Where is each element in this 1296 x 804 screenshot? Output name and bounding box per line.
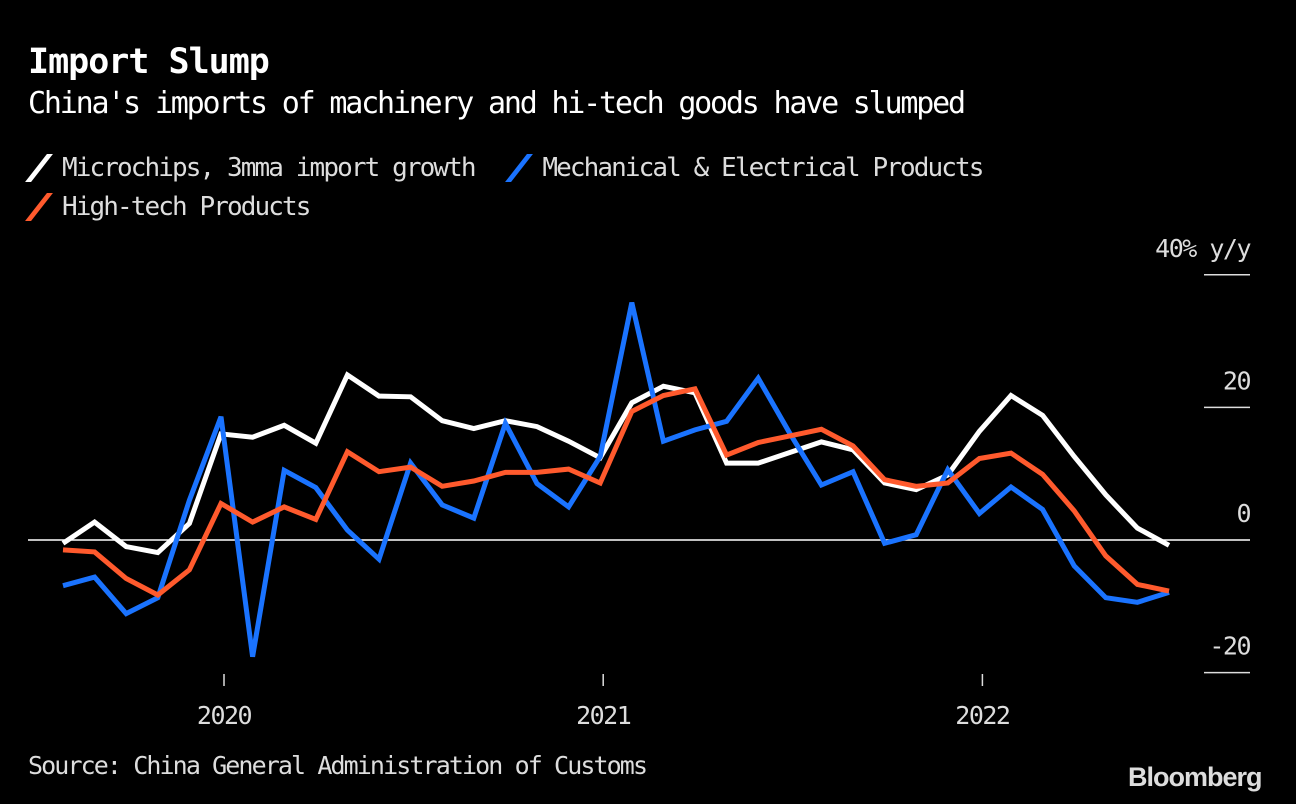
x-axis: 2020 2021 2022: [197, 674, 1011, 730]
y-axis: 40% y/y 20 0 -20: [1155, 234, 1253, 674]
y-tick-label: -20: [1209, 632, 1250, 661]
legend-item-microchips: Microchips, 3mma import growth: [25, 150, 477, 186]
legend-label: Microchips, 3mma import growth: [62, 153, 477, 183]
source-note: Source: China General Administration of …: [28, 751, 648, 780]
chart-subtitle: China's imports of machinery and hi-tech…: [28, 86, 966, 121]
y-tick-label: 20: [1223, 366, 1251, 395]
y-tick-label: 0: [1236, 499, 1250, 528]
legend: Microchips, 3mma import growth Mechanica…: [25, 150, 1128, 228]
y-tick-label: 40% y/y: [1155, 234, 1251, 263]
legend-item-mechanical-electrical: Mechanical & Electrical Products: [505, 150, 984, 186]
bloomberg-logo: Bloomberg: [1128, 762, 1263, 792]
series-line-mechanical-electrical-products: [62, 302, 1170, 658]
legend-item-high-tech: High-tech Products: [25, 189, 311, 225]
legend-label: Mechanical & Electrical Products: [542, 153, 984, 183]
chart-title: Import Slump: [28, 42, 270, 82]
series-line-microchips-3mma-import-growth: [61, 371, 1171, 556]
series-line-high-tech-products: [62, 385, 1170, 598]
x-tick-label: 2022: [955, 701, 1009, 730]
series-group: [61, 302, 1171, 658]
legend-label: High-tech Products: [62, 192, 311, 222]
x-tick-label: 2021: [576, 701, 631, 730]
x-tick-label: 2020: [197, 701, 252, 730]
